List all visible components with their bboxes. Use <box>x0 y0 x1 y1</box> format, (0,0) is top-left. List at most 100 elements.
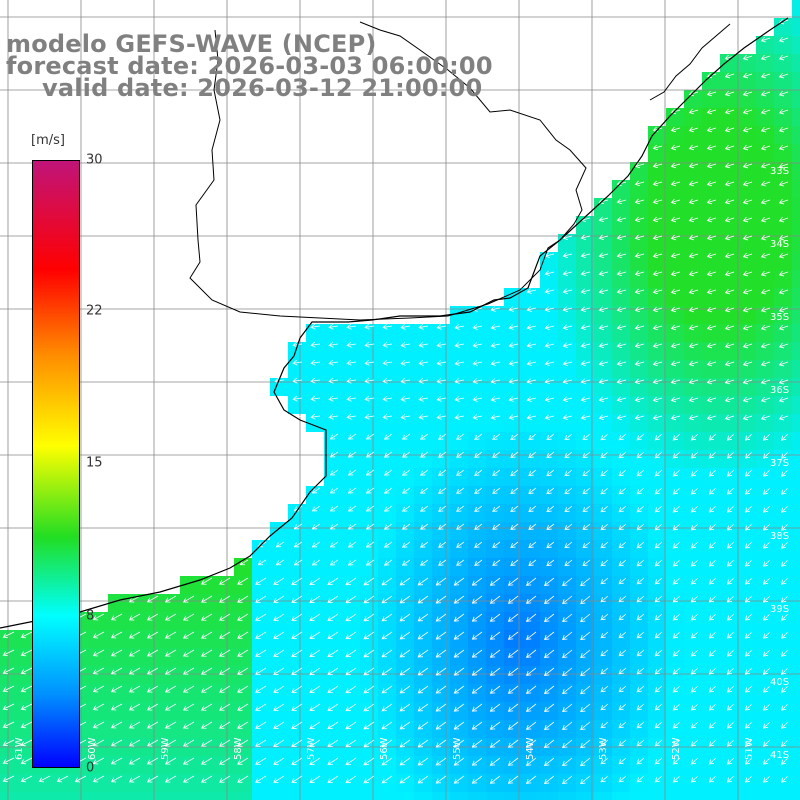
wind-speed-cell <box>378 324 396 342</box>
wind-speed-cell <box>792 0 800 18</box>
wind-speed-cell <box>756 486 774 504</box>
wind-speed-cell <box>324 720 342 738</box>
wind-arrow <box>20 631 33 639</box>
wind-speed-cell <box>612 756 630 774</box>
wind-speed-cell <box>324 522 342 540</box>
wind-arrow <box>311 523 321 530</box>
wind-speed-cell <box>774 54 792 72</box>
wind-arrow <box>399 613 411 622</box>
wind-speed-cell <box>702 162 720 180</box>
wind-speed-cell <box>414 486 432 504</box>
wind-speed-cell <box>702 342 720 360</box>
wind-speed-cell <box>0 774 18 792</box>
wind-speed-cell <box>180 666 198 684</box>
wind-arrow <box>346 414 357 420</box>
wind-speed-cell <box>234 594 252 612</box>
wind-speed-cell <box>126 774 144 792</box>
wind-speed-cell <box>144 774 162 792</box>
wind-arrow <box>744 451 753 459</box>
wind-speed-cell <box>162 630 180 648</box>
wind-speed-cell <box>774 594 792 612</box>
wind-arrow <box>453 775 465 784</box>
wind-arrow <box>417 757 429 766</box>
wind-arrow <box>219 595 231 603</box>
wind-speed-cell <box>270 630 288 648</box>
wind-speed-cell <box>612 774 630 792</box>
wind-arrow <box>562 234 573 241</box>
wind-speed-cell <box>612 216 630 234</box>
wind-arrow <box>526 378 537 384</box>
wind-speed-cell <box>684 162 702 180</box>
wind-arrow <box>255 685 267 693</box>
wind-arrow <box>580 685 591 695</box>
wind-arrow <box>654 721 663 729</box>
wind-speed-cell <box>648 648 666 666</box>
wind-arrow <box>237 667 249 675</box>
wind-arrow <box>526 270 537 276</box>
wind-speed-cell <box>630 468 648 486</box>
wind-arrow <box>654 487 663 495</box>
wind-speed-cell <box>198 648 216 666</box>
wind-arrow <box>327 703 339 712</box>
wind-arrow <box>744 667 753 675</box>
wind-speed-cell <box>504 306 522 324</box>
wind-speed-cell <box>774 180 792 198</box>
wind-speed-cell <box>684 414 702 432</box>
wind-speed-cell <box>378 378 396 396</box>
wind-speed-cell <box>756 72 774 90</box>
wind-arrow <box>762 649 771 657</box>
wind-speed-cell <box>666 270 684 288</box>
wind-arrow <box>20 703 33 711</box>
wind-speed-cell <box>468 414 486 432</box>
wind-speed-cell <box>180 612 198 630</box>
wind-arrow <box>670 126 681 133</box>
wind-arrow <box>780 703 789 711</box>
wind-arrow <box>582 541 591 549</box>
wind-arrow <box>616 216 627 223</box>
wind-speed-cell <box>630 414 648 432</box>
wind-speed-cell <box>720 630 738 648</box>
wind-arrow <box>346 360 357 366</box>
wind-arrow <box>690 469 699 477</box>
wind-arrow <box>383 433 393 440</box>
wind-speed-cell <box>630 504 648 522</box>
wind-arrow <box>291 595 303 603</box>
wind-arrow <box>345 649 357 658</box>
wind-speed-cell <box>540 252 558 270</box>
coastline <box>0 17 789 629</box>
wind-arrow <box>690 433 699 441</box>
wind-arrow <box>562 685 573 695</box>
wind-arrow <box>618 451 627 459</box>
wind-arrow <box>652 414 663 421</box>
wind-speed-cell <box>648 162 666 180</box>
wind-arrow <box>525 775 537 784</box>
wind-arrow <box>760 198 771 205</box>
wind-arrow <box>255 613 267 621</box>
wind-speed-cell <box>378 756 396 774</box>
wind-speed-cell <box>774 612 792 630</box>
wind-arrow <box>310 341 321 348</box>
wind-arrow <box>164 649 177 657</box>
wind-speed-cell <box>414 576 432 594</box>
wind-speed-cell <box>288 540 306 558</box>
wind-speed-cell <box>792 468 800 486</box>
colorbar-unit: [m/s] <box>31 133 65 148</box>
wind-arrow <box>742 216 753 223</box>
wind-speed-cell <box>234 720 252 738</box>
wind-arrow <box>544 721 555 730</box>
wind-speed-cell <box>378 792 396 800</box>
lon-label: 53W <box>598 737 609 760</box>
wind-speed-cell <box>774 468 792 486</box>
wind-speed-cell <box>792 630 800 648</box>
wind-arrow <box>708 685 717 693</box>
wind-arrow <box>237 595 249 603</box>
wind-arrow <box>454 378 465 384</box>
wind-speed-cell <box>792 504 800 522</box>
wind-speed-cell <box>702 360 720 378</box>
wind-speed-cell <box>288 342 306 360</box>
wind-arrow <box>528 541 537 549</box>
wind-speed-cell <box>684 306 702 324</box>
wind-speed-cell <box>486 324 504 342</box>
wind-arrow <box>690 667 699 675</box>
wind-arrow <box>780 739 789 747</box>
